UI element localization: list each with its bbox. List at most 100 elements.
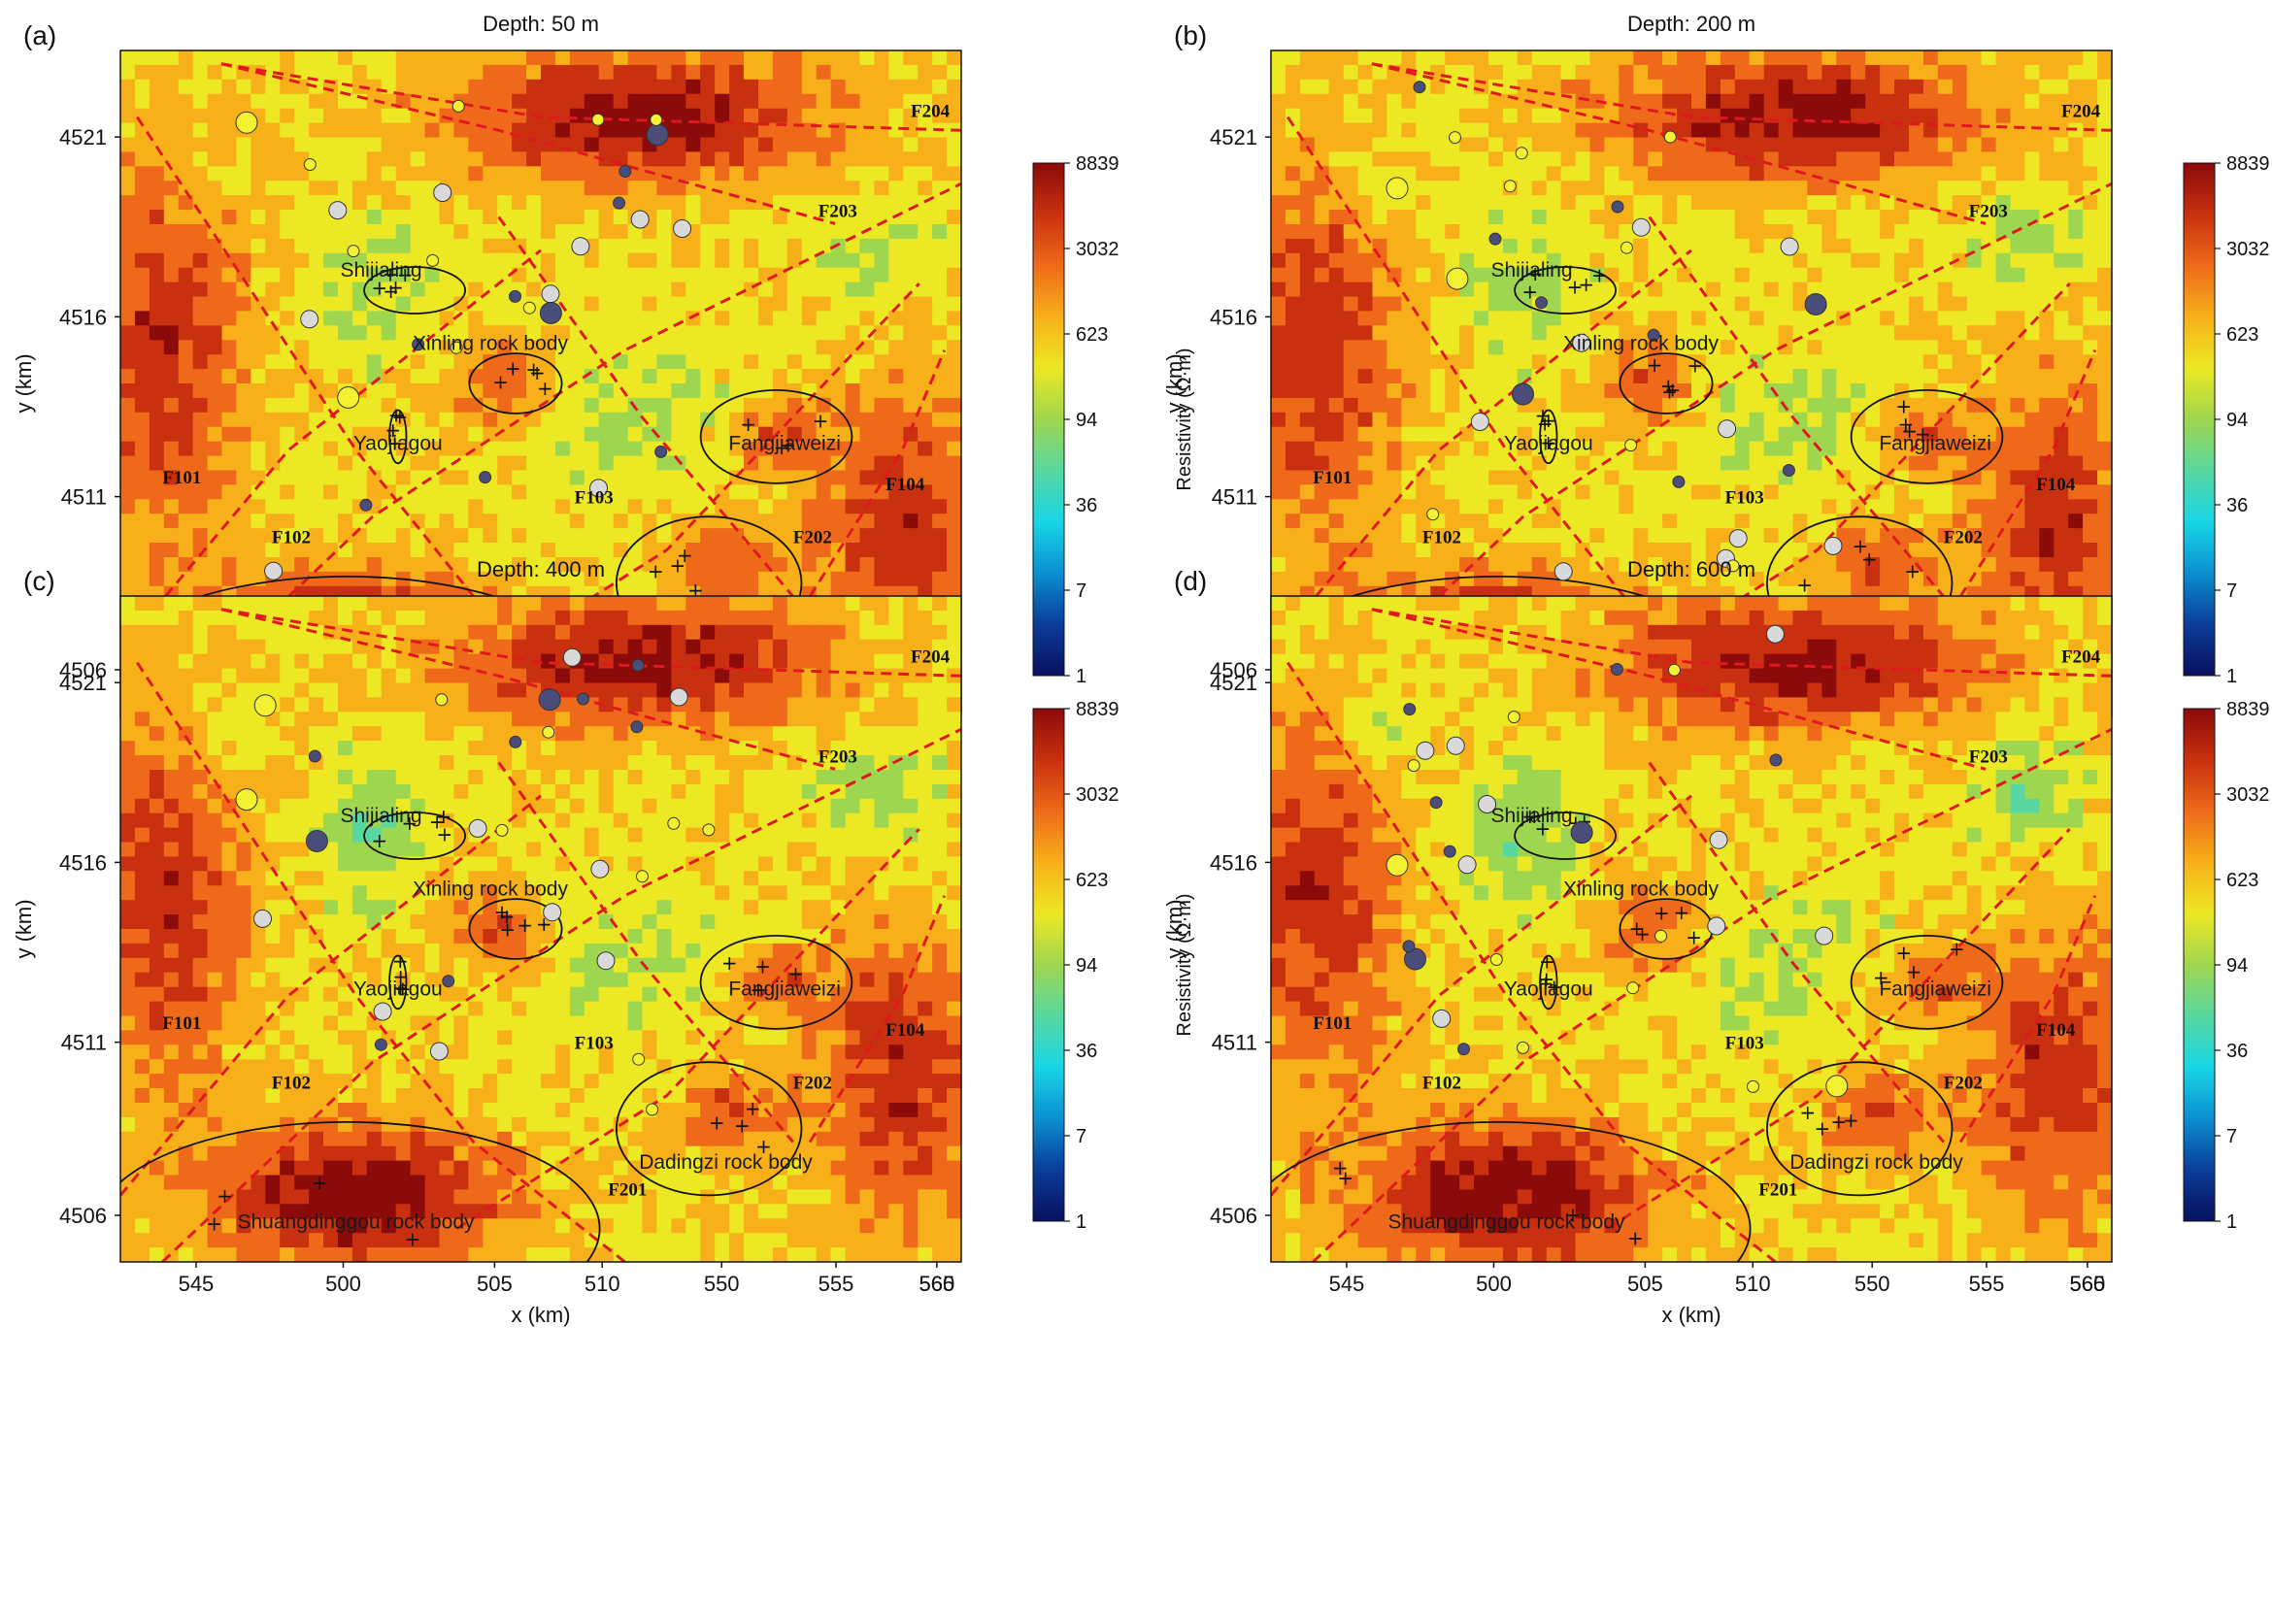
heatmap-cell bbox=[1604, 79, 1620, 95]
heatmap-cell bbox=[584, 137, 600, 152]
heatmap-cell bbox=[1648, 137, 1663, 152]
heatmap-cell bbox=[366, 311, 383, 326]
heatmap-cell bbox=[1821, 79, 1837, 95]
heatmap-cell bbox=[671, 543, 686, 558]
heatmap-cell bbox=[1387, 151, 1402, 167]
heatmap-cell bbox=[1372, 557, 1387, 573]
heatmap-cell bbox=[1966, 79, 1983, 95]
heatmap-cell bbox=[2097, 210, 2112, 225]
heatmap-cell bbox=[294, 383, 310, 399]
heatmap-cell bbox=[2054, 181, 2069, 196]
heatmap-cell bbox=[207, 340, 223, 355]
heatmap-cell bbox=[744, 340, 759, 355]
heatmap-cell bbox=[497, 238, 513, 254]
heatmap-cell bbox=[903, 354, 919, 370]
heatmap-cell bbox=[1836, 238, 1852, 254]
heatmap-cell bbox=[1502, 397, 1519, 414]
heatmap-cell bbox=[932, 514, 948, 529]
heatmap-cell bbox=[729, 151, 745, 167]
heatmap-cell bbox=[381, 455, 397, 472]
heatmap-cell bbox=[265, 79, 281, 95]
heatmap-cell bbox=[280, 311, 295, 326]
heatmap-cell bbox=[1560, 122, 1577, 139]
heatmap-cell bbox=[149, 195, 165, 211]
heatmap-cell bbox=[1763, 325, 1780, 341]
heatmap-cell bbox=[613, 79, 629, 95]
heatmap-cell bbox=[1880, 354, 1895, 370]
heatmap-cell bbox=[1619, 108, 1634, 124]
heatmap-cell bbox=[1328, 514, 1345, 529]
heatmap-cell bbox=[1372, 195, 1387, 211]
heatmap-cell bbox=[2068, 151, 2084, 167]
heatmap-cell bbox=[1909, 484, 1924, 500]
heatmap-cell bbox=[236, 383, 251, 399]
heatmap-cell bbox=[1502, 122, 1519, 139]
heatmap-cell bbox=[134, 543, 150, 558]
heatmap-cell bbox=[1604, 50, 1620, 66]
heatmap-cell bbox=[1459, 93, 1475, 110]
heatmap-cell bbox=[758, 311, 774, 326]
heatmap-cell bbox=[1995, 441, 2012, 457]
heatmap-cell bbox=[1401, 238, 1417, 254]
heatmap-cell bbox=[512, 514, 527, 529]
heatmap-cell bbox=[1937, 151, 1954, 167]
heatmap-cell bbox=[483, 267, 498, 283]
heatmap-cell bbox=[221, 311, 237, 326]
heatmap-cell bbox=[1430, 224, 1446, 240]
heatmap-cell bbox=[1880, 267, 1895, 283]
heatmap-cell bbox=[1720, 108, 1736, 124]
heatmap-cell bbox=[294, 238, 310, 254]
heatmap-cell bbox=[1922, 325, 1939, 341]
heatmap-cell bbox=[613, 210, 629, 225]
heatmap-cell bbox=[1517, 79, 1533, 95]
heatmap-cell bbox=[265, 484, 281, 500]
heatmap-cell bbox=[120, 166, 136, 182]
heatmap-cell bbox=[1619, 210, 1634, 225]
heatmap-cell bbox=[1821, 455, 1837, 472]
heatmap-cell bbox=[598, 543, 615, 558]
heatmap-cell bbox=[2068, 282, 2084, 298]
heatmap-cell bbox=[1517, 499, 1533, 514]
heatmap-cell bbox=[1821, 166, 1837, 182]
heatmap-cell bbox=[685, 499, 701, 514]
rock-body-label: Yaojiagou bbox=[353, 433, 443, 455]
heatmap-cell bbox=[294, 93, 310, 110]
heatmap-cell bbox=[1922, 296, 1939, 312]
heatmap-cell bbox=[656, 195, 672, 211]
heatmap-cell bbox=[1357, 426, 1374, 443]
heatmap-cell bbox=[1546, 50, 1562, 66]
heatmap-cell bbox=[163, 455, 180, 472]
heatmap-cell bbox=[1734, 470, 1751, 485]
heatmap-cell bbox=[758, 543, 774, 558]
heatmap-cell bbox=[381, 571, 397, 587]
heatmap-cell bbox=[2083, 514, 2098, 529]
heatmap-cell bbox=[512, 455, 527, 472]
heatmap-cell bbox=[569, 151, 585, 167]
heatmap-cell bbox=[729, 181, 745, 196]
heatmap-cell bbox=[366, 412, 383, 428]
heatmap-cell bbox=[947, 296, 961, 312]
heatmap-cell bbox=[1807, 528, 1822, 544]
heatmap-cell bbox=[1633, 441, 1649, 457]
heatmap-cell bbox=[2068, 369, 2084, 384]
heatmap-cell bbox=[424, 514, 441, 529]
heatmap-cell bbox=[134, 137, 150, 152]
heatmap-cell bbox=[1981, 311, 1997, 326]
heatmap-cell bbox=[1372, 282, 1387, 298]
heatmap-cell bbox=[1502, 499, 1519, 514]
heatmap-cell bbox=[2083, 238, 2098, 254]
heatmap-cell bbox=[1271, 93, 1286, 110]
heatmap-cell bbox=[1865, 499, 1881, 514]
heatmap-cell bbox=[1387, 455, 1402, 472]
heatmap-cell bbox=[918, 369, 933, 384]
heatmap-cell bbox=[801, 528, 818, 544]
heatmap-cell bbox=[381, 354, 397, 370]
heatmap-cell bbox=[1619, 64, 1634, 81]
heatmap-cell bbox=[1299, 93, 1316, 110]
heatmap-cell bbox=[1865, 369, 1881, 384]
site-marker bbox=[539, 302, 562, 324]
heatmap-cell bbox=[888, 282, 904, 298]
heatmap-cell bbox=[2039, 455, 2055, 472]
heatmap-cell bbox=[947, 137, 961, 152]
heatmap-cell bbox=[1372, 441, 1387, 457]
